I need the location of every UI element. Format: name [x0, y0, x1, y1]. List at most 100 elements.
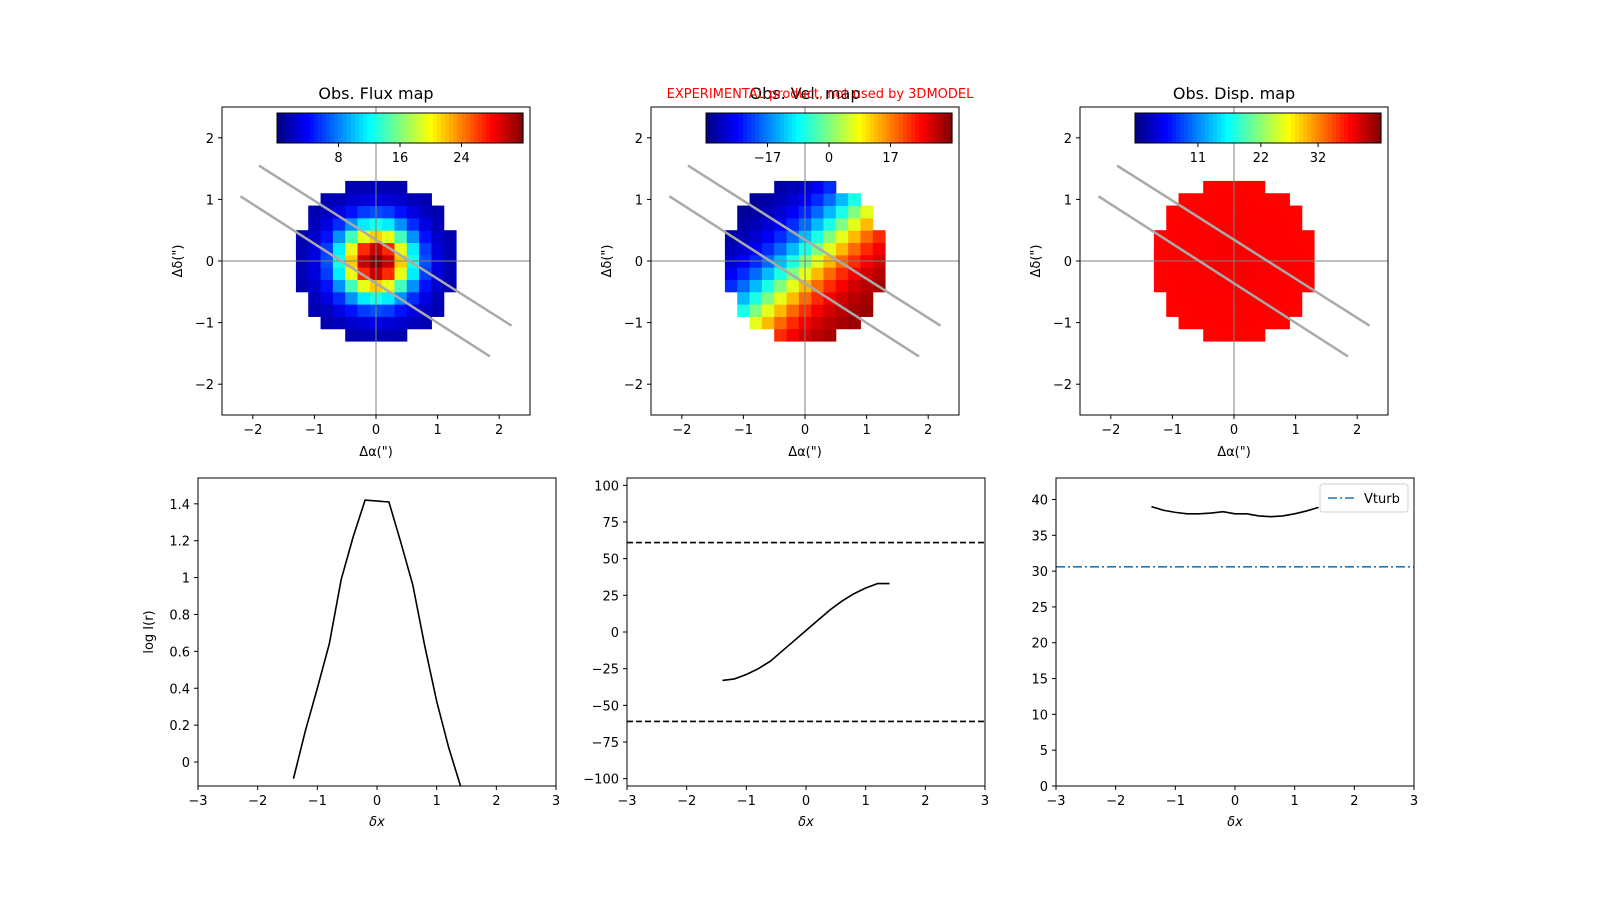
map-pixel: [1203, 279, 1217, 293]
y-tick-label: 5: [1040, 744, 1048, 759]
map-pixel: [1289, 304, 1303, 317]
map-pixel: [786, 279, 800, 293]
map-pixel: [357, 242, 371, 256]
map-pixel: [345, 180, 359, 194]
map-pixel: [320, 316, 334, 330]
map-pixel: [1289, 205, 1303, 219]
colorbar: 8 16 24: [276, 112, 524, 166]
colorbar-segment: [498, 113, 504, 143]
map-panel-1: −2 −1 0 1 2 −2 −1 0 1 2 Obs. Flux map Δα(") Δδ(") 8 16…: [171, 84, 531, 460]
colorbar-segment: [1225, 113, 1230, 143]
map-pixel: [419, 279, 432, 293]
map-pixel: [295, 242, 309, 256]
colorbar-tick-label: 11: [1190, 151, 1207, 166]
colorbar-segment: [1147, 113, 1152, 143]
x-tick-label: 3: [1410, 794, 1418, 809]
y-tick-label: −50: [592, 699, 619, 714]
colorbar-segment: [305, 113, 311, 143]
x-tick-label: −3: [617, 794, 636, 809]
y-tick-label: −75: [592, 736, 619, 751]
y-tick-label: 25: [602, 589, 619, 604]
colorbar-segment: [1151, 113, 1157, 143]
map-pixel: [761, 217, 775, 231]
map-pixel: [786, 242, 800, 256]
colorbar: 11 22 32: [1134, 112, 1382, 166]
colorbar-segment: [375, 113, 381, 143]
colorbar-segment: [289, 113, 294, 143]
colorbar-segment: [1274, 113, 1280, 143]
colorbar-segment: [1352, 113, 1357, 143]
colorbar-segment: [1356, 113, 1362, 143]
map-pixel: [320, 291, 334, 305]
map-pixel: [332, 193, 346, 207]
map-pixel: [1289, 217, 1303, 231]
map-pixel: [406, 279, 420, 293]
map-pixel: [860, 304, 874, 317]
map-pixel: [308, 217, 322, 231]
map-pixel: [860, 217, 874, 231]
colorbar-segment: [804, 113, 810, 143]
map-pixel: [811, 267, 824, 280]
map-pixel: [761, 267, 775, 280]
plot-frame: [626, 477, 986, 787]
map-pixel: [431, 304, 445, 317]
map-pixel: [382, 304, 395, 317]
colorbar-segment: [350, 113, 356, 143]
map-pixel: [1215, 316, 1229, 330]
colorbar-segment: [816, 113, 822, 143]
map-pixel: [848, 291, 861, 305]
colorbar-segment: [1171, 113, 1177, 143]
map-pixel: [1264, 291, 1278, 305]
map-pixel: [394, 230, 408, 244]
colorbar-segment: [1192, 113, 1198, 143]
map-pixel: [1240, 267, 1253, 280]
y-tick-label: 0: [1040, 780, 1048, 795]
colorbar-segment: [293, 113, 299, 143]
x-tick-label: 2: [921, 794, 929, 809]
colorbar-segment: [494, 113, 499, 143]
colorbar-segment: [379, 113, 385, 143]
map-pixel: [320, 193, 334, 207]
map-pixel: [1240, 316, 1253, 330]
map-pixel: [774, 205, 788, 219]
x-tick-label: 1: [862, 794, 870, 809]
map-pixel: [761, 279, 775, 293]
map-pixel: [761, 304, 775, 317]
map-pixel: [1277, 279, 1290, 293]
colorbar-segment: [734, 113, 740, 143]
map-pixel: [774, 304, 788, 317]
colorbar-segment: [902, 113, 908, 143]
colorbar-tick-label: 24: [453, 151, 470, 166]
colorbar-segment: [1155, 113, 1161, 143]
colorbar-segment: [1340, 113, 1345, 143]
colorbar-segment: [820, 113, 826, 143]
map-pixel: [786, 205, 800, 219]
map-pixel: [1178, 316, 1192, 330]
map-pixel: [320, 230, 334, 244]
map-pixel: [308, 279, 322, 293]
colorbar-segment: [428, 113, 434, 143]
map-pixel: [357, 328, 371, 342]
map-pixel: [394, 180, 408, 194]
y-tick-label: −25: [592, 663, 619, 678]
map-pixel: [320, 304, 334, 317]
y-tick-label: 0.8: [169, 608, 190, 623]
colorbar-segment: [1253, 113, 1259, 143]
map-pixel: [1264, 279, 1278, 293]
colorbar-segment: [755, 113, 760, 143]
map-pixel: [1203, 328, 1217, 342]
map-pixel: [761, 230, 775, 244]
colorbar: −17 0 17: [705, 112, 953, 166]
colorbar-segment: [354, 113, 360, 143]
colorbar-segment: [330, 113, 335, 143]
map-pixel: [774, 291, 788, 305]
map-pixel: [419, 217, 432, 231]
colorbar-segment: [1139, 113, 1144, 143]
map-pixel: [1301, 242, 1315, 256]
map-pixel: [835, 291, 849, 305]
y-tick-label: 1.4: [169, 498, 190, 513]
colorbar-segment: [510, 113, 516, 143]
map-pixel: [345, 205, 359, 219]
colorbar-segment: [400, 113, 405, 143]
colorbar-segment: [759, 113, 764, 143]
